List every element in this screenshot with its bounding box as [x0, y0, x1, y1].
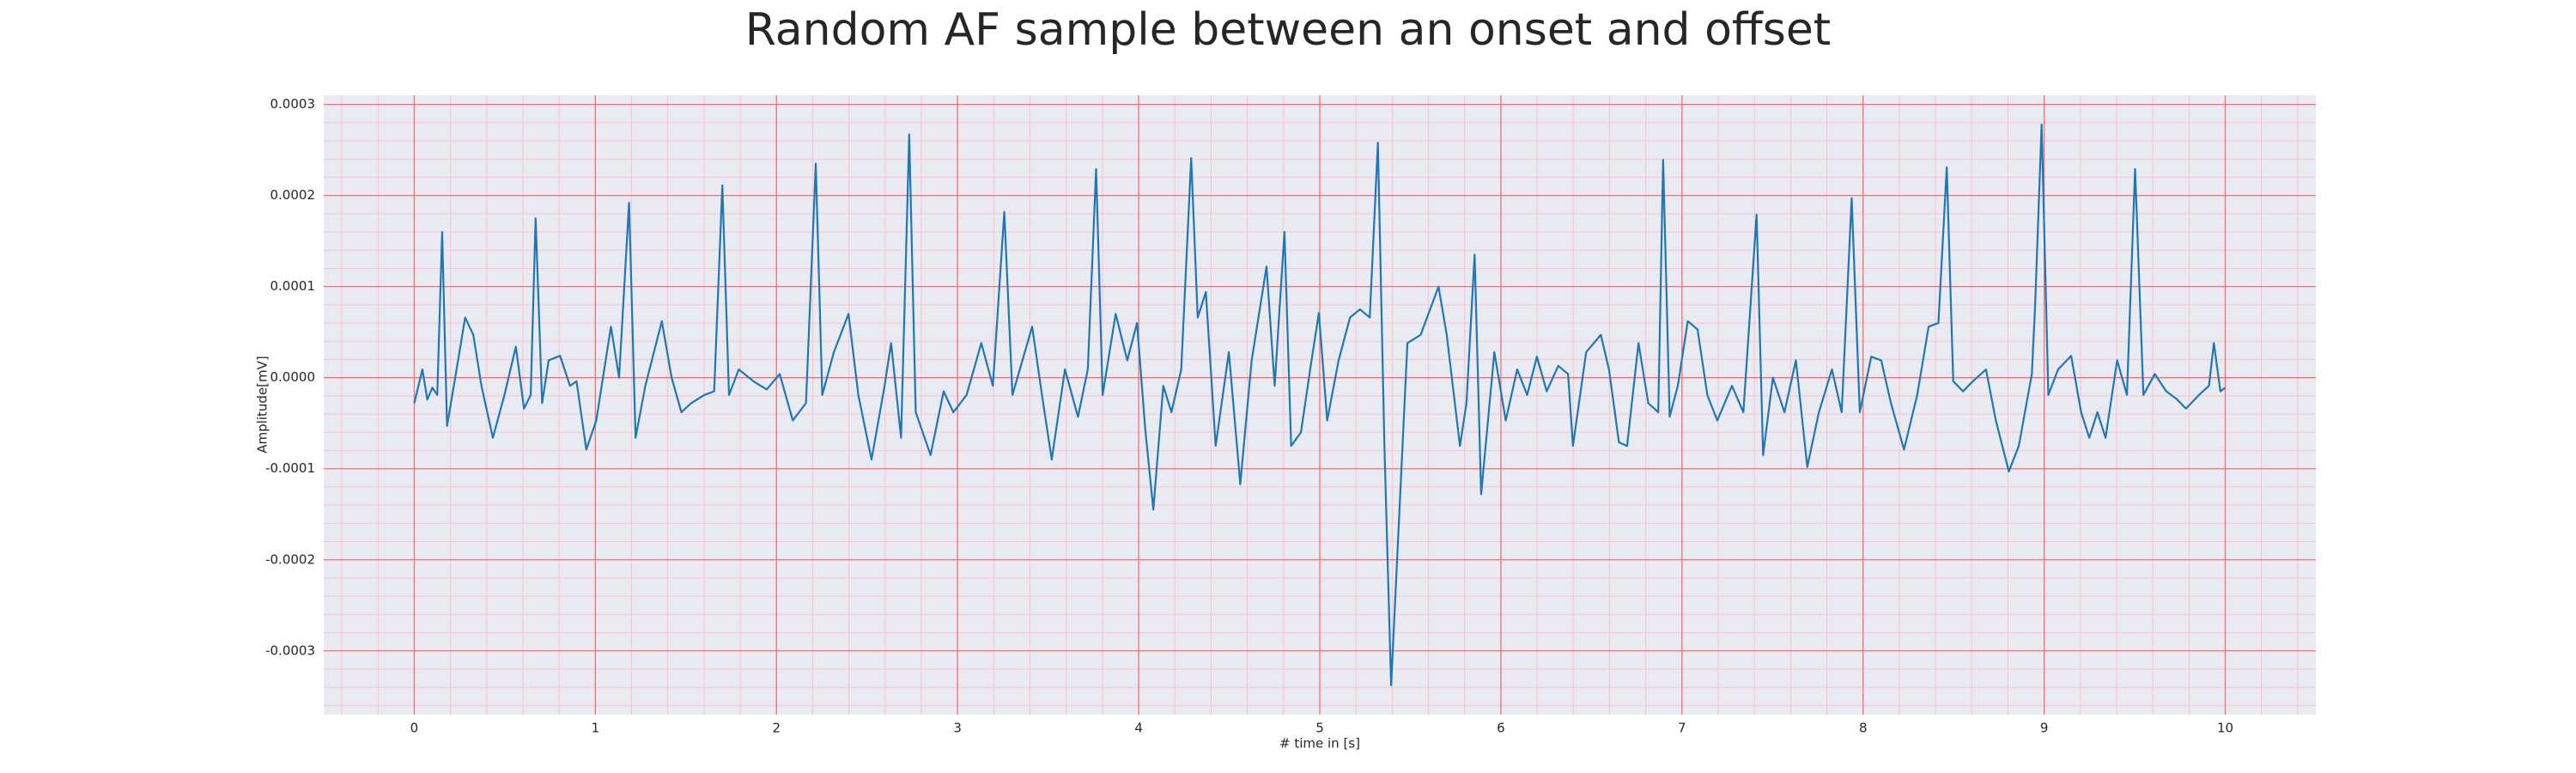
x-tick-label: 9: [2040, 721, 2049, 736]
x-tick-label: 7: [1678, 721, 1686, 736]
y-tick-label: 0.0000: [270, 369, 316, 385]
x-tick-label: 6: [1497, 721, 1505, 736]
x-tick-label: 8: [1859, 721, 1868, 736]
signal-line: [413, 123, 2227, 687]
y-tick-label: 0.0001: [270, 278, 316, 294]
x-tick-label: 10: [2217, 721, 2233, 736]
y-tick-label: 0.0002: [270, 187, 316, 203]
x-tick-label: 0: [410, 721, 419, 736]
x-axis-label: # time in [s]: [1279, 736, 1360, 752]
y-tick-label: 0.0003: [270, 96, 316, 112]
y-axis-label: Amplitude[mV]: [255, 356, 270, 453]
x-tick-label: 5: [1315, 721, 1324, 736]
y-tick-label: -0.0002: [265, 551, 315, 567]
x-tick-label: 3: [953, 721, 962, 736]
chart-title: Random AF sample between an onset and of…: [745, 4, 1831, 56]
x-tick-label: 2: [772, 721, 781, 736]
x-tick-label: 4: [1134, 721, 1143, 736]
y-tick-label: -0.0003: [265, 642, 315, 658]
y-tick-label: -0.0001: [265, 460, 315, 476]
x-tick-label: 1: [592, 721, 600, 736]
